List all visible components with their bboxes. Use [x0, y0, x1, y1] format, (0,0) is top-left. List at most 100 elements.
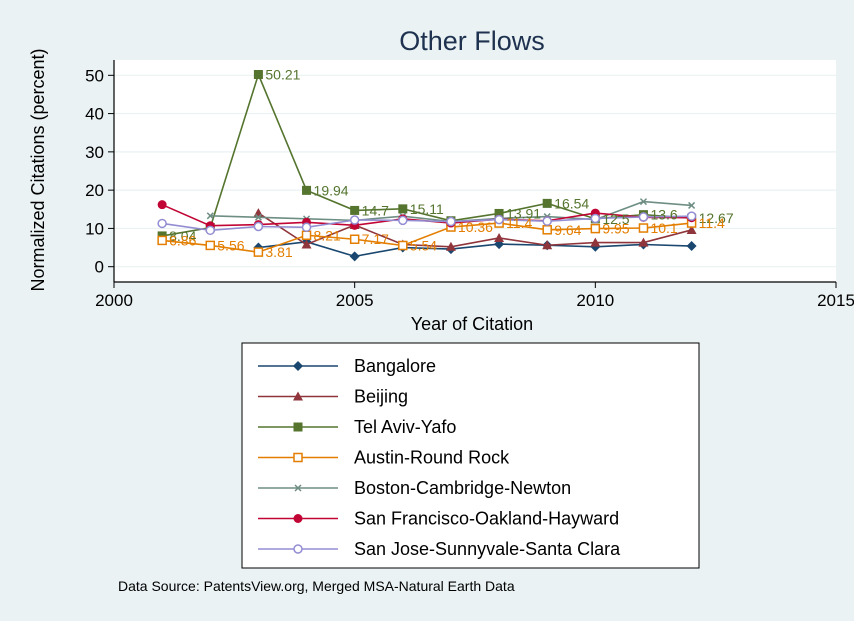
series-line-3: [162, 222, 692, 253]
x-axis-label: Year of Citation: [411, 314, 533, 334]
data-point: [445, 241, 456, 251]
data-label: 9.64: [554, 222, 581, 238]
data-point-stroke: [254, 213, 262, 221]
chart-title: Other Flows: [399, 26, 545, 56]
data-point: [349, 251, 360, 262]
data-point: [494, 214, 504, 225]
data-point: [157, 200, 167, 210]
data-point: [542, 216, 552, 226]
data-label: 8.21: [314, 227, 341, 243]
data-point: [206, 212, 214, 220]
legend-marker: [293, 391, 303, 401]
legend-label: Tel Aviv-Yafo: [354, 417, 456, 437]
legend-marker: [293, 514, 303, 523]
data-point: [205, 240, 216, 251]
data-label: 19.94: [314, 182, 349, 198]
data-label: 5.54: [410, 237, 437, 253]
legend-label: Boston-Cambridge-Newton: [354, 478, 571, 498]
data-point: [157, 235, 167, 246]
grid-layer: [114, 74, 836, 268]
legend-marker-stroke: [294, 484, 302, 492]
legend-marker: [293, 452, 303, 463]
data-point: [253, 247, 264, 257]
data-point: [349, 215, 360, 225]
data-point: [542, 198, 552, 208]
data-point: [398, 215, 408, 226]
data-point: [253, 221, 264, 232]
legend-marker: [294, 484, 302, 492]
x-tick-label: 2010: [576, 291, 614, 310]
data-point: [686, 224, 697, 234]
legend-marker: [293, 361, 303, 371]
data-label: 7.17: [362, 231, 389, 247]
data-point: [590, 213, 601, 224]
data-point: [254, 213, 262, 221]
axis-layer: 0 10 20 30 40 50 2000 2005 2010 2015: [85, 60, 854, 310]
series-line-6: [162, 215, 692, 232]
legend-box: [241, 342, 700, 569]
data-label: 3.81: [265, 244, 292, 260]
data-point: [639, 198, 647, 206]
data-point: [205, 225, 216, 236]
data-source-note: Data Source: PatentsView.org, Merged MSA…: [118, 578, 515, 594]
data-label: 50.21: [265, 67, 300, 83]
data-label: 14.7: [362, 202, 389, 218]
data-point: [686, 211, 697, 221]
data-label: 12.67: [699, 210, 734, 226]
data-point: [686, 241, 697, 252]
y-axis-label: Normalized Citations (percent): [28, 48, 48, 291]
legend-marker: [293, 544, 303, 554]
legend-label: Beijing: [354, 387, 408, 407]
data-point: [590, 237, 601, 247]
legend-label: Bangalore: [354, 356, 436, 376]
legend-label: San Jose-Sunnyvale-Santa Clara: [354, 539, 621, 559]
data-label: 16.54: [554, 195, 589, 211]
data-point: [638, 212, 649, 222]
data-point: [301, 222, 312, 233]
y-tick-label: 10: [85, 219, 104, 238]
series-layer: [157, 70, 697, 262]
legend-label: San Francisco-Oakland-Hayward: [354, 509, 619, 529]
data-label: 5.56: [217, 237, 244, 253]
data-point: [688, 201, 696, 209]
plot-area: [114, 60, 836, 282]
data-point: [494, 208, 504, 218]
data-label: 15.11: [410, 201, 444, 217]
data-label-layer: 8.04 50.21 19.94 14.7 15.11 13.91 16.54 12.5 13.…: [169, 67, 734, 261]
data-point-stroke: [639, 198, 647, 206]
y-tick-label: 0: [95, 258, 104, 277]
data-label: 12.5: [602, 211, 629, 227]
data-label: 10.36: [458, 219, 493, 235]
data-label: 11.4: [699, 215, 725, 231]
data-point: [350, 205, 360, 215]
data-label: 9.95: [602, 221, 629, 237]
data-point: [638, 237, 649, 247]
legend-marker: [293, 422, 303, 432]
x-tick-label: 2000: [95, 291, 133, 310]
x-tick-label: 2005: [336, 291, 374, 310]
data-point: [638, 223, 649, 233]
data-label: 10.1: [650, 220, 677, 236]
y-tick-label: 40: [85, 105, 104, 124]
y-tick-label: 50: [85, 66, 104, 85]
data-label: 13.91: [506, 205, 541, 221]
series-line-1: [257, 212, 692, 248]
x-tick-label: 2015: [817, 291, 854, 310]
data-label: 11.4: [506, 215, 532, 231]
legend-label: Austin-Round Rock: [354, 448, 510, 468]
data-point-stroke: [688, 201, 696, 209]
data-point: [446, 216, 456, 227]
data-label: 13.6: [650, 207, 677, 223]
y-tick-label: 30: [85, 143, 104, 162]
data-point: [301, 239, 312, 249]
data-point: [590, 223, 601, 234]
data-point: [542, 225, 552, 235]
data-point: [398, 204, 408, 214]
data-point: [349, 234, 360, 244]
data-point-stroke: [206, 212, 214, 220]
data-point: [398, 240, 408, 251]
data-point: [542, 240, 553, 250]
series-line-0: [258, 240, 692, 258]
